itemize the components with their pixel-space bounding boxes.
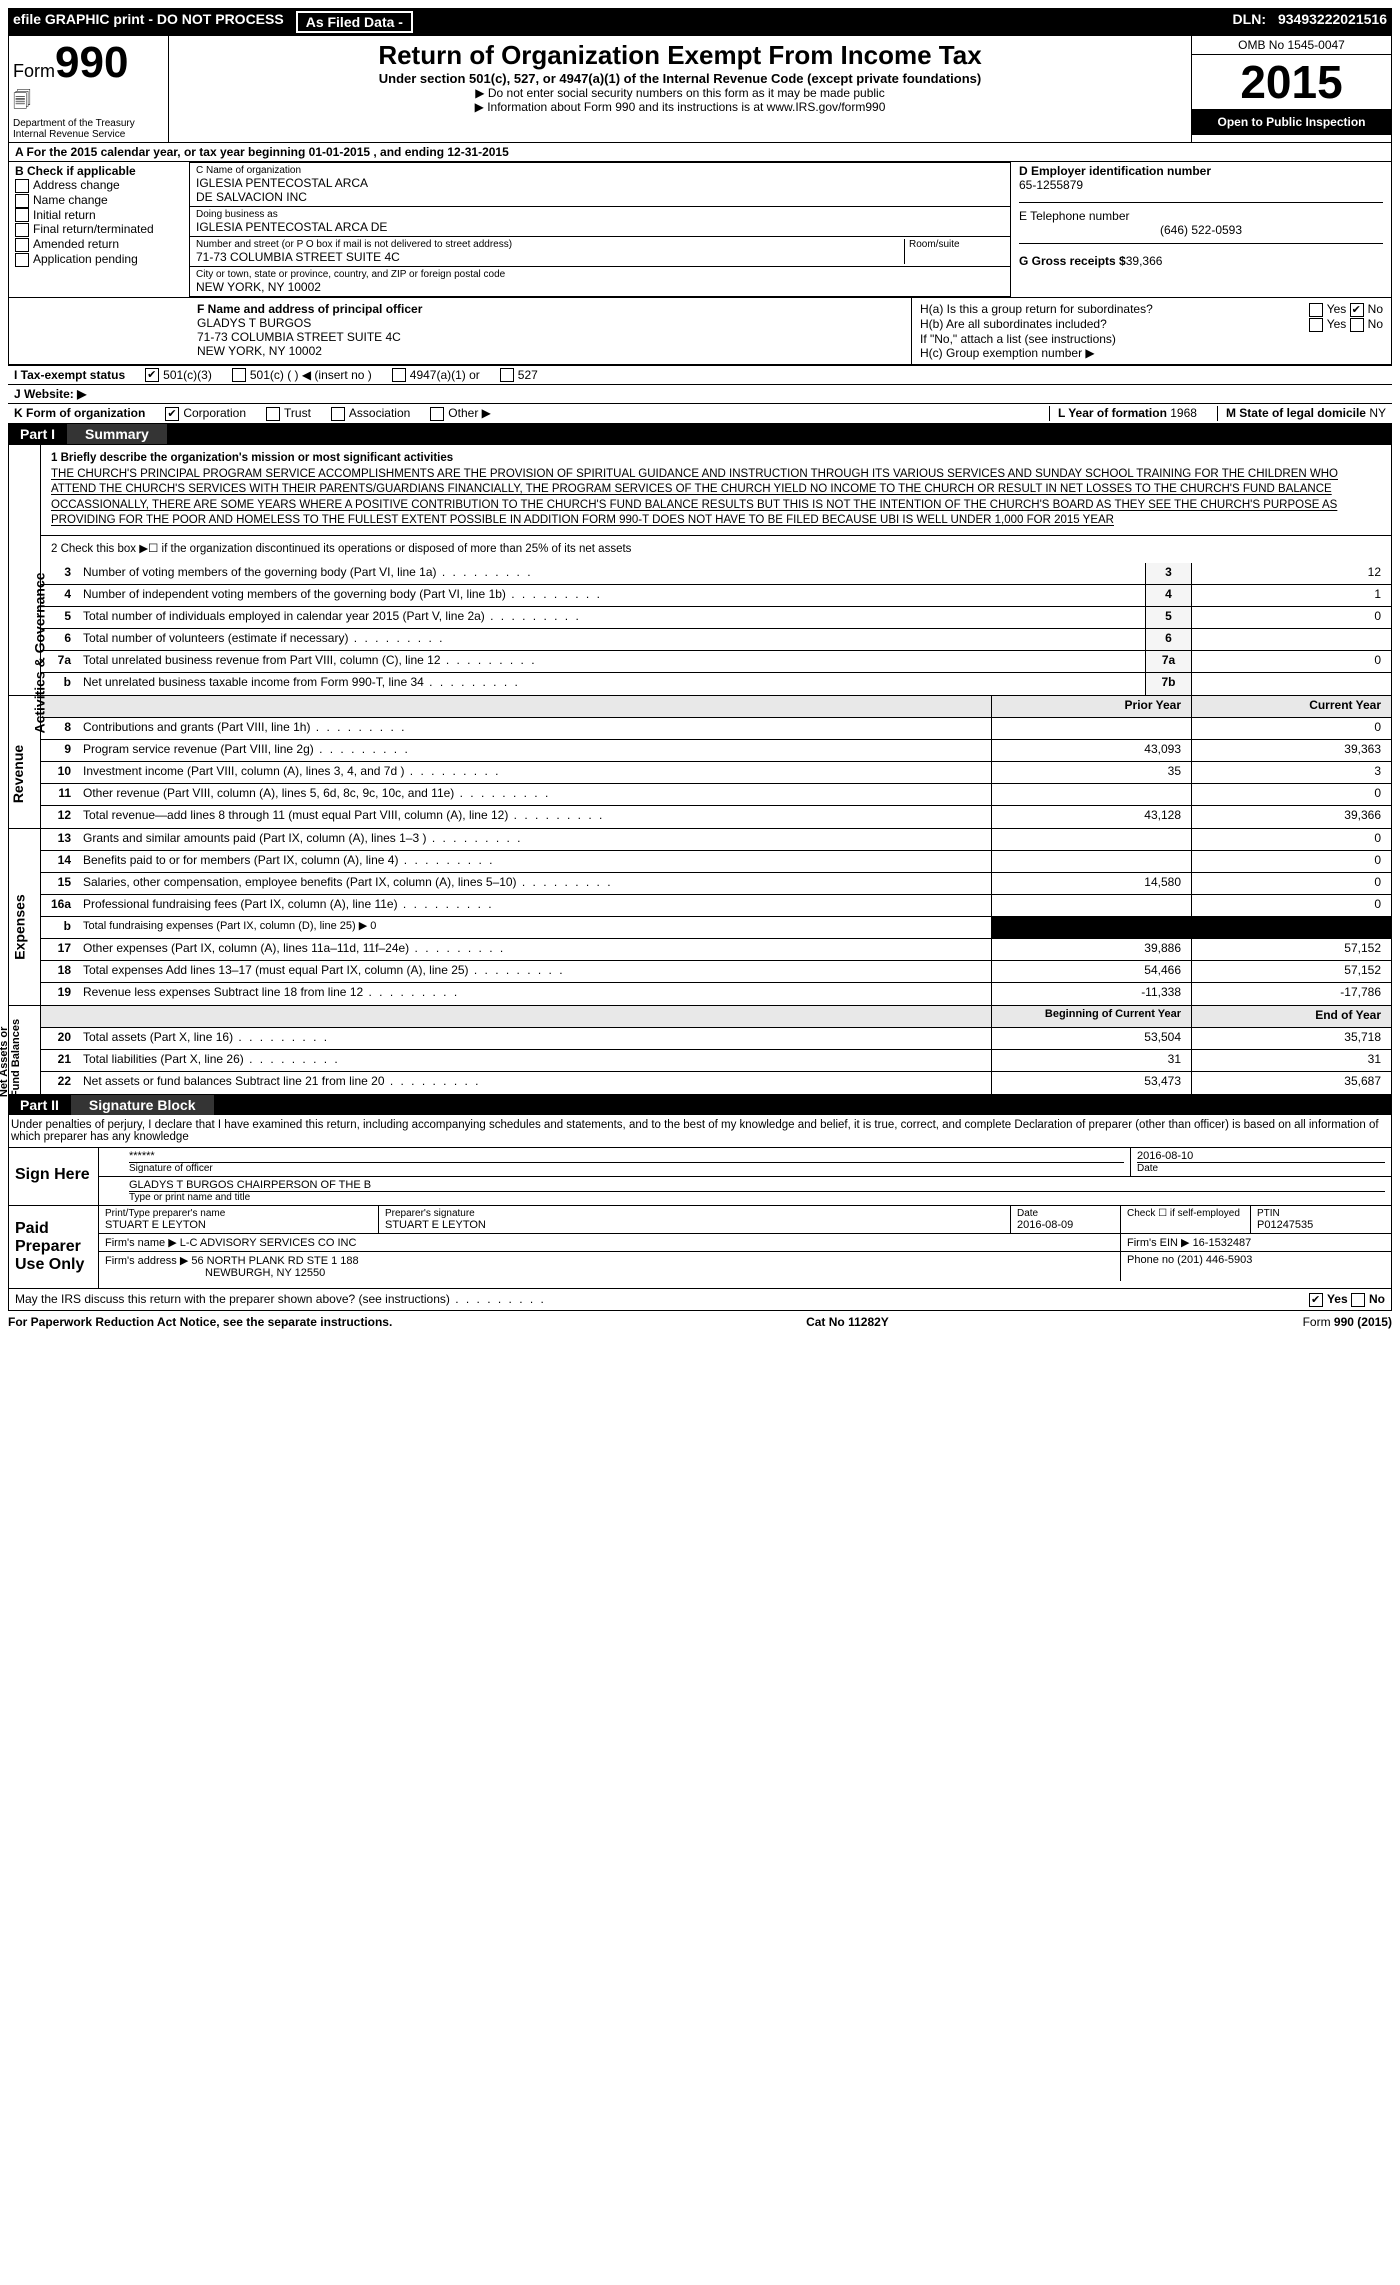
firm-ein: 16-1532487	[1193, 1237, 1252, 1249]
paid-preparer-label: Paid Preparer Use Only	[9, 1206, 99, 1288]
gov-line-6: 6Total number of volunteers (estimate if…	[41, 629, 1391, 651]
firm-addr2: NEWBURGH, NY 12550	[105, 1267, 325, 1279]
city-label: City or town, state or province, country…	[196, 269, 1004, 280]
room-label: Room/suite	[909, 239, 1004, 250]
firm-name: L-C ADVISORY SERVICES CO INC	[180, 1237, 357, 1249]
phone-value: (646) 522-0593	[1019, 223, 1383, 237]
form-title: Return of Organization Exempt From Incom…	[179, 40, 1181, 71]
hint-2: ▶ Information about Form 990 and its ins…	[179, 100, 1181, 114]
omb-number: OMB No 1545-0047	[1192, 36, 1391, 55]
exp-line-18: 18Total expenses Add lines 13–17 (must e…	[41, 961, 1391, 983]
gross-receipts: 39,366	[1126, 254, 1163, 268]
efile-notice: efile GRAPHIC print - DO NOT PROCESS	[13, 11, 284, 33]
city-value: NEW YORK, NY 10002	[196, 280, 1004, 294]
sign-date: 2016-08-10	[1137, 1150, 1385, 1162]
section-d-e-g: D Employer identification number 65-1255…	[1011, 162, 1391, 297]
section-i: I Tax-exempt status 501(c)(3) 501(c) ( )…	[8, 365, 1392, 385]
gov-line-7a: 7aTotal unrelated business revenue from …	[41, 651, 1391, 673]
officer-addr1: 71-73 COLUMBIA STREET SUITE 4C	[197, 330, 903, 344]
line-1-briefly: 1 Briefly describe the organization's mi…	[41, 445, 1391, 535]
officer-name-title: GLADYS T BURGOS CHAIRPERSON OF THE B	[129, 1179, 1385, 1191]
section-j: J Website: ▶	[8, 384, 1392, 403]
footer: For Paperwork Reduction Act Notice, see …	[8, 1311, 1392, 1329]
exp-line-17: 17Other expenses (Part IX, column (A), l…	[41, 939, 1391, 961]
firm-addr1: 56 NORTH PLANK RD STE 1 188	[191, 1255, 358, 1267]
dln-value: 93493222021516	[1278, 11, 1387, 33]
street-label: Number and street (or P O box if mail is…	[196, 239, 904, 250]
dln-label: DLN:	[1233, 11, 1266, 33]
form-word: Form	[13, 61, 55, 81]
gov-line-b: bNet unrelated business taxable income f…	[41, 673, 1391, 695]
dept-line-2: Internal Revenue Service	[13, 129, 164, 140]
ein-value: 65-1255879	[1019, 178, 1383, 192]
org-name-1: IGLESIA PENTECOSTAL ARCA	[196, 176, 1004, 190]
section-h: H(a) Is this a group return for subordin…	[911, 298, 1391, 364]
perjury-statement: Under penalties of perjury, I declare th…	[8, 1115, 1392, 1148]
rev-line-8: 8Contributions and grants (Part VIII, li…	[41, 718, 1391, 740]
vtab-netassets: Net Assets or Fund Balances	[0, 1019, 22, 1097]
org-name-2: DE SALVACION INC	[196, 190, 1004, 204]
open-to-public: Open to Public Inspection	[1192, 109, 1391, 135]
rev-line-12: 12Total revenue—add lines 8 through 11 (…	[41, 806, 1391, 828]
section-b: B Check if applicable Address change Nam…	[9, 162, 189, 297]
gov-line-5: 5Total number of individuals employed in…	[41, 607, 1391, 629]
form-header: Form990 🗐 Department of the Treasury Int…	[8, 36, 1392, 143]
part-2-header: Part IISignature Block	[8, 1095, 1392, 1115]
ptin: P01247535	[1257, 1219, 1385, 1231]
street-value: 71-73 COLUMBIA STREET SUITE 4C	[196, 250, 904, 264]
section-a-tax-year: A For the 2015 calendar year, or tax yea…	[8, 143, 1392, 162]
exp-line-19: 19Revenue less expenses Subtract line 18…	[41, 983, 1391, 1005]
part-1-header: Part ISummary	[8, 424, 1392, 444]
net-line-20: 20Total assets (Part X, line 16)53,50435…	[41, 1028, 1391, 1050]
gov-line-4: 4Number of independent voting members of…	[41, 585, 1391, 607]
officer-addr2: NEW YORK, NY 10002	[197, 344, 903, 358]
dba-label: Doing business as	[196, 209, 1004, 220]
rev-line-9: 9Program service revenue (Part VIII, lin…	[41, 740, 1391, 762]
top-bar: efile GRAPHIC print - DO NOT PROCESS As …	[8, 8, 1392, 36]
exp-line-b: bTotal fundraising expenses (Part IX, co…	[41, 917, 1391, 939]
exp-line-13: 13Grants and similar amounts paid (Part …	[41, 829, 1391, 851]
exp-line-15: 15Salaries, other compensation, employee…	[41, 873, 1391, 895]
vtab-revenue: Revenue	[10, 745, 26, 803]
name-label: C Name of organization	[196, 165, 1004, 176]
vtab-expenses: Expenses	[12, 895, 28, 960]
as-filed-box: As Filed Data -	[296, 11, 413, 33]
section-k-l-m: K Form of organization Corporation Trust…	[8, 403, 1392, 424]
preparer-sig: STUART E LEYTON	[385, 1219, 1004, 1231]
form-number: 990	[55, 38, 128, 87]
section-f: F Name and address of principal officer …	[189, 298, 911, 364]
officer-name: GLADYS T BURGOS	[197, 316, 903, 330]
exp-line-16a: 16aProfessional fundraising fees (Part I…	[41, 895, 1391, 917]
net-line-21: 21Total liabilities (Part X, line 26)313…	[41, 1050, 1391, 1072]
dba-value: IGLESIA PENTECOSTAL ARCA DE	[196, 220, 1004, 234]
prep-date: 2016-08-09	[1017, 1219, 1114, 1231]
form-subtitle: Under section 501(c), 527, or 4947(a)(1)…	[179, 71, 1181, 86]
exp-line-14: 14Benefits paid to or for members (Part …	[41, 851, 1391, 873]
firm-phone: (201) 446-5903	[1177, 1254, 1252, 1266]
rev-line-10: 10Investment income (Part VIII, column (…	[41, 762, 1391, 784]
dept-line-1: Department of the Treasury	[13, 118, 164, 129]
sign-here-label: Sign Here	[9, 1148, 99, 1205]
net-line-22: 22Net assets or fund balances Subtract l…	[41, 1072, 1391, 1094]
preparer-name: STUART E LEYTON	[105, 1219, 372, 1231]
hint-1: ▶ Do not enter social security numbers o…	[179, 86, 1181, 100]
line-2: 2 Check this box ▶☐ if the organization …	[41, 535, 1391, 564]
discuss-row: May the IRS discuss this return with the…	[8, 1289, 1392, 1311]
tax-year: 2015	[1192, 55, 1391, 109]
gov-line-3: 3Number of voting members of the governi…	[41, 563, 1391, 585]
rev-line-11: 11Other revenue (Part VIII, column (A), …	[41, 784, 1391, 806]
